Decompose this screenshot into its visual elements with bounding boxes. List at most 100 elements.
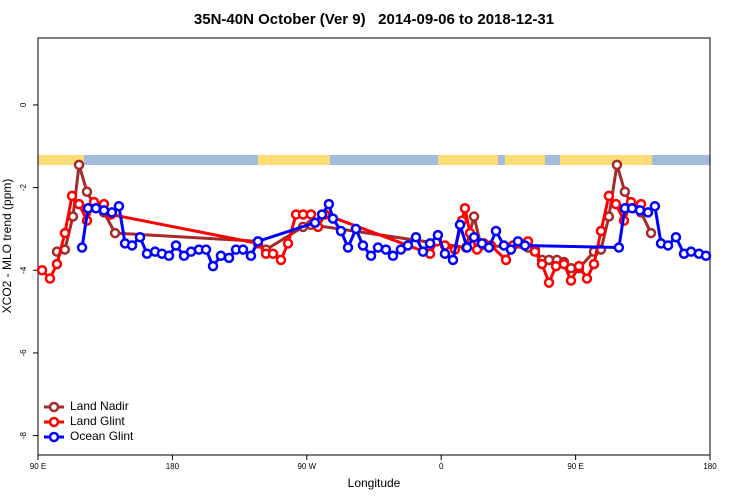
point	[519, 240, 531, 251]
y-axis-label: XCO2 - MLO trend (ppm)	[0, 179, 14, 314]
point	[76, 242, 88, 253]
point	[529, 246, 541, 257]
point	[461, 242, 473, 253]
point	[380, 244, 392, 255]
x-tick-label: 90 E	[567, 462, 583, 471]
point	[305, 209, 317, 220]
point	[51, 258, 63, 270]
point	[649, 200, 661, 212]
series-line	[40, 192, 642, 287]
point	[163, 250, 175, 262]
point	[207, 260, 219, 272]
point	[170, 240, 182, 251]
point	[252, 236, 264, 247]
land-strip	[505, 155, 545, 165]
point	[424, 238, 436, 249]
point	[223, 252, 235, 264]
point	[565, 275, 577, 286]
legend-label: Ocean Glint	[70, 429, 134, 443]
point	[645, 227, 657, 239]
point	[581, 273, 593, 284]
land-strip	[258, 155, 330, 165]
land-strip	[560, 155, 652, 165]
point	[459, 203, 471, 214]
point	[573, 260, 585, 272]
point	[73, 198, 85, 210]
x-tick-label: 90 E	[30, 462, 46, 471]
point	[611, 159, 623, 171]
point	[670, 231, 682, 243]
point	[282, 238, 294, 249]
point	[417, 246, 429, 257]
legend-marker	[48, 431, 60, 443]
point	[113, 200, 125, 212]
point	[275, 254, 287, 266]
chart-title: 35N-40N October (Ver 9) 2014-09-06 to 20…	[194, 11, 554, 28]
point	[558, 258, 570, 270]
plot-frame	[37, 37, 711, 456]
y-tick-label: -4	[19, 266, 28, 274]
y-tick-label: -8	[19, 431, 28, 439]
point	[36, 265, 48, 276]
land-ocean-strip	[38, 155, 710, 165]
x-tick-label: 90 W	[297, 462, 316, 471]
point	[634, 205, 646, 216]
point	[468, 211, 480, 222]
point	[126, 240, 138, 251]
point	[662, 240, 674, 251]
point	[483, 242, 495, 253]
legend-label: Land Glint	[70, 414, 125, 428]
point	[536, 258, 548, 270]
x-tick-label: 0	[439, 462, 444, 471]
legend-label: Land Nadir	[70, 399, 129, 413]
point	[410, 231, 422, 243]
point	[106, 207, 118, 218]
point	[490, 225, 502, 237]
point	[588, 258, 600, 270]
point	[357, 240, 369, 251]
point	[439, 248, 451, 259]
point	[603, 190, 615, 202]
point	[595, 225, 607, 237]
point	[141, 248, 153, 259]
point	[66, 190, 78, 202]
point	[642, 207, 654, 218]
point	[468, 231, 480, 243]
point	[309, 217, 321, 228]
point	[134, 231, 146, 243]
point	[200, 244, 212, 255]
point	[350, 223, 362, 235]
point	[454, 219, 466, 231]
point	[505, 244, 517, 255]
point	[700, 250, 712, 262]
point	[342, 242, 354, 253]
ocean-strip	[38, 155, 710, 165]
point	[215, 250, 227, 262]
land-strip	[438, 155, 498, 165]
x-tick-label: 180	[703, 462, 717, 471]
x-tick-label: 180	[166, 462, 180, 471]
point	[237, 244, 249, 255]
y-tick-label: 0	[19, 102, 28, 107]
point	[335, 225, 347, 237]
point	[610, 198, 622, 210]
point	[81, 186, 93, 197]
point	[365, 250, 377, 262]
y-tick-label: -6	[19, 349, 28, 357]
point	[90, 203, 102, 214]
point	[327, 213, 339, 224]
point	[109, 227, 121, 239]
point	[67, 211, 79, 222]
point	[44, 273, 56, 284]
point	[402, 240, 414, 251]
point	[447, 254, 459, 266]
point	[619, 186, 631, 197]
point	[387, 250, 399, 262]
point	[73, 159, 85, 171]
x-axis-label: Longitude	[348, 476, 401, 490]
point	[316, 209, 328, 220]
point	[543, 277, 555, 288]
point	[245, 250, 257, 262]
